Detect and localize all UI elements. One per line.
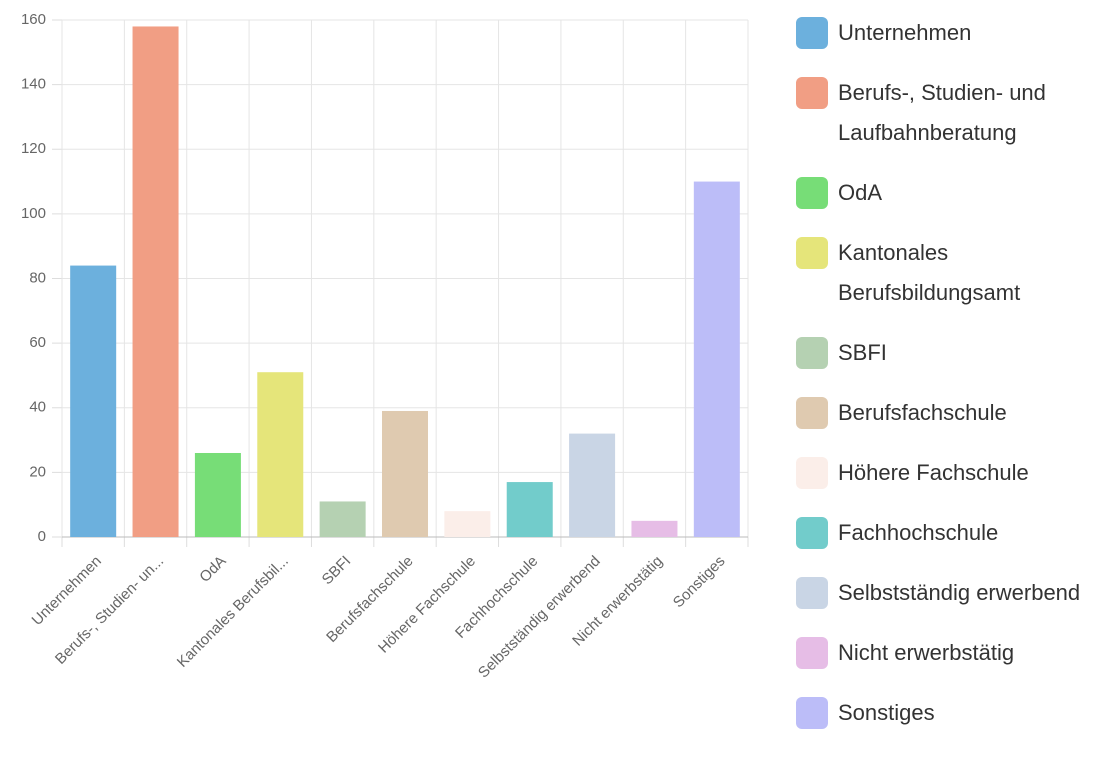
legend-label: Höhere Fachschule [838, 460, 1029, 485]
legend-item: Sonstiges [796, 693, 1108, 733]
x-tick-label: Selbstständig erwerbend [475, 553, 604, 682]
legend-swatch [796, 77, 828, 109]
legend: Unternehmen Berufs-, Studien- und Laufbah… [796, 13, 1108, 733]
legend-item: Fachhochschule [796, 513, 1108, 553]
y-tick-label: 100 [21, 205, 46, 222]
legend-label: Unternehmen [838, 20, 972, 45]
legend-label: Selbstständig erwerbend [838, 580, 1081, 605]
legend-swatch [796, 697, 828, 729]
legend-item: Kantonales Berufsbildungsamt [796, 233, 1108, 313]
legend-swatch [796, 177, 828, 209]
bar [132, 26, 179, 538]
legend-swatch [796, 637, 828, 669]
bar [319, 501, 366, 537]
bar [382, 410, 428, 537]
legend-swatch [796, 397, 828, 429]
bar [444, 511, 491, 537]
x-tick-label: Berufs-, Studien- un... [52, 553, 167, 668]
bar [257, 372, 304, 537]
bar [569, 433, 616, 537]
legend-item: Berufs-, Studien- und Laufbahnberatung [796, 73, 1108, 153]
legend-swatch [796, 17, 828, 49]
legend-item: Selbstständig erwerbend [796, 573, 1108, 613]
legend-label: Nicht erwerbstätig [838, 640, 1015, 665]
x-tick-label: Kantonales Berufsbil... [174, 553, 292, 671]
bar [631, 520, 678, 537]
legend-label: Kantonales Berufsbildungsamt [838, 240, 1021, 305]
bar [70, 265, 117, 537]
legend-swatch [796, 517, 828, 549]
legend-swatch [796, 237, 828, 269]
y-tick-label: 0 [38, 528, 46, 545]
x-tick-label: OdA [196, 553, 229, 586]
chart: 020406080100120140160UnternehmenBerufs-,… [21, 11, 749, 682]
legend-item: OdA [796, 173, 1108, 213]
y-tick-label: 140 [21, 76, 46, 93]
y-tick-label: 160 [21, 11, 46, 28]
legend-label: OdA [838, 180, 883, 205]
legend-swatch [796, 337, 828, 369]
y-tick-label: 20 [29, 463, 46, 480]
y-tick-label: 120 [21, 140, 46, 157]
bar [194, 452, 241, 537]
legend-label: SBFI [838, 340, 887, 365]
legend-label: Sonstiges [838, 700, 935, 725]
legend-item: Höhere Fachschule [796, 453, 1108, 493]
legend-label: Berufs-, Studien- und Laufbahnberatung [838, 80, 1046, 145]
legend-label: Berufsfachschule [838, 400, 1007, 425]
legend-item: Berufsfachschule [796, 393, 1108, 433]
bar [693, 181, 740, 537]
x-tick-label: SBFI [319, 553, 355, 589]
legend-swatch [796, 457, 828, 489]
legend-item: Unternehmen [796, 13, 1108, 53]
legend-item: SBFI [796, 333, 1108, 373]
legend-item: Nicht erwerbstätig [796, 633, 1108, 673]
legend-swatch [796, 577, 828, 609]
x-tick-label: Sonstiges [670, 553, 729, 612]
y-tick-label: 60 [29, 334, 46, 351]
y-tick-label: 80 [29, 269, 46, 286]
legend-label: Fachhochschule [838, 520, 999, 545]
y-tick-label: 40 [29, 399, 46, 416]
bar [506, 482, 553, 537]
